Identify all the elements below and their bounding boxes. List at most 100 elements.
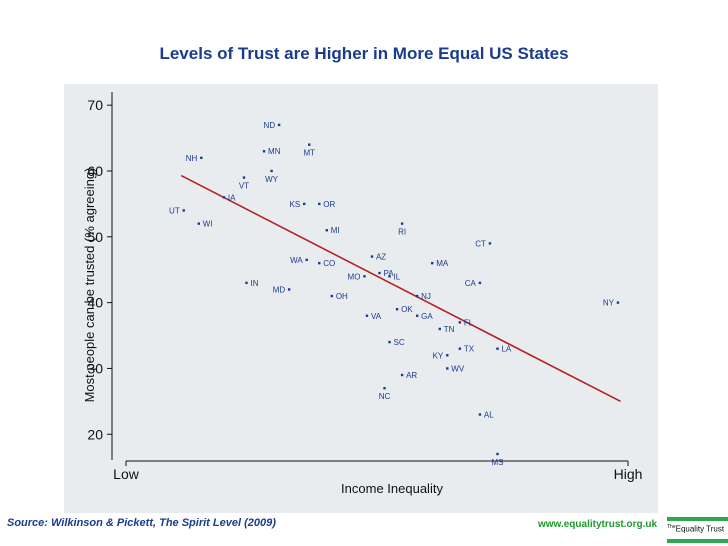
- point-nh: [200, 156, 203, 160]
- y-axis-label: Most people can be trusted (% agreeing): [82, 168, 97, 403]
- point-vt: [242, 176, 246, 179]
- logo-bar-top: [667, 517, 728, 521]
- point-al: [478, 413, 482, 416]
- logo-text: TheEquality Trust: [667, 524, 725, 534]
- point-tn: [438, 327, 441, 331]
- point-in: [245, 281, 248, 285]
- point-oh: [330, 294, 334, 298]
- point-va: [365, 314, 369, 317]
- point-wy: [270, 169, 273, 173]
- y-tick-label-30: 30: [87, 360, 103, 376]
- trendline-group: [180, 174, 621, 403]
- point-nc: [383, 386, 386, 390]
- point-label-ri: RI: [398, 228, 406, 237]
- point-label-oh: OH: [336, 292, 348, 301]
- point-label-nh: NH: [186, 154, 198, 163]
- point-label-mn: MN: [268, 147, 281, 156]
- point-label-ut: UT: [169, 206, 180, 215]
- point-label-tn: TN: [444, 325, 455, 334]
- x-axis: Low High: [113, 460, 643, 482]
- point-label-ny: NY: [603, 299, 615, 308]
- point-label-or: OR: [323, 200, 335, 209]
- source-citation: Source: Wilkinson & Pickett, The Spirit …: [7, 517, 276, 529]
- point-label-wi: WI: [203, 220, 213, 229]
- point-ca: [478, 281, 482, 285]
- point-ks: [303, 202, 306, 206]
- point-mn: [262, 150, 266, 153]
- point-ok: [395, 308, 399, 311]
- y-tick-label-40: 40: [87, 295, 103, 311]
- point-ut: [182, 209, 185, 212]
- point-label-wv: WV: [451, 364, 465, 373]
- point-label-fl: FL: [464, 318, 474, 327]
- point-mo: [363, 275, 366, 278]
- point-nd: [277, 123, 281, 127]
- point-label-ok: OK: [401, 305, 413, 314]
- point-pa: [378, 271, 381, 275]
- point-wi: [197, 222, 200, 225]
- point-ga: [415, 314, 419, 317]
- point-label-vt: VT: [239, 182, 249, 191]
- point-label-ca: CA: [465, 279, 477, 288]
- point-label-mt: MT: [303, 149, 315, 158]
- plot-area: 20 30 40 50 60 70 Low High ND MN MT NH WY VT IA UT WI K…: [64, 84, 658, 513]
- point-or: [318, 202, 321, 206]
- point-label-az: AZ: [376, 253, 386, 262]
- point-label-mi: MI: [331, 226, 340, 235]
- point-mt: [308, 143, 311, 146]
- y-tick-label-70: 70: [87, 97, 103, 113]
- point-sc: [388, 340, 391, 344]
- point-label-in: IN: [250, 279, 258, 288]
- point-label-co: CO: [323, 259, 335, 268]
- point-ny: [616, 301, 620, 304]
- point-md: [287, 288, 291, 291]
- point-label-ar: AR: [406, 371, 417, 380]
- point-label-wa: WA: [290, 256, 303, 265]
- chart-title: Levels of Trust are Higher in More Equal…: [159, 44, 569, 63]
- y-axis: 20 30 40 50 60 70: [87, 92, 113, 460]
- equality-trust-logo: TheEquality Trust: [667, 517, 728, 546]
- point-wa: [305, 258, 308, 262]
- point-tx: [458, 347, 462, 350]
- point-label-il: IL: [394, 272, 401, 281]
- x-axis-label: Income Inequality: [341, 481, 443, 496]
- point-label-ms: MS: [491, 458, 503, 467]
- point-wv: [446, 367, 449, 370]
- point-label-ia: IA: [228, 193, 236, 202]
- website-link[interactable]: www.equalitytrust.org.uk: [538, 519, 658, 530]
- point-label-sc: SC: [394, 338, 405, 347]
- point-label-la: LA: [501, 345, 511, 354]
- point-label-nc: NC: [379, 392, 391, 401]
- point-label-md: MD: [273, 285, 286, 294]
- y-tick-label-60: 60: [87, 163, 103, 179]
- point-label-ks: KS: [290, 200, 301, 209]
- point-label-ky: KY: [433, 351, 444, 360]
- y-tick-label-50: 50: [87, 229, 103, 245]
- point-az: [370, 255, 374, 258]
- x-tick-label-high: High: [614, 466, 643, 482]
- point-il: [388, 275, 391, 278]
- point-label-mo: MO: [348, 272, 361, 281]
- point-label-tx: TX: [464, 345, 475, 354]
- point-fl: [458, 321, 462, 324]
- x-tick-label-low: Low: [113, 466, 140, 482]
- point-ma: [431, 261, 434, 265]
- point-label-pa: PA: [384, 269, 395, 278]
- logo-bar-bottom: [667, 539, 728, 543]
- point-ri: [400, 222, 404, 225]
- point-co: [318, 261, 321, 265]
- point-ky: [446, 354, 449, 357]
- trendline: [180, 174, 621, 403]
- point-label-va: VA: [371, 312, 382, 321]
- point-nj: [415, 294, 419, 298]
- point-la: [496, 347, 499, 350]
- point-label-nd: ND: [264, 121, 276, 130]
- y-tick-label-20: 20: [87, 426, 103, 442]
- point-mi: [325, 229, 328, 232]
- point-label-nj: NJ: [421, 292, 431, 301]
- point-ia: [222, 196, 226, 199]
- point-ct: [488, 242, 492, 245]
- point-ar: [400, 373, 404, 377]
